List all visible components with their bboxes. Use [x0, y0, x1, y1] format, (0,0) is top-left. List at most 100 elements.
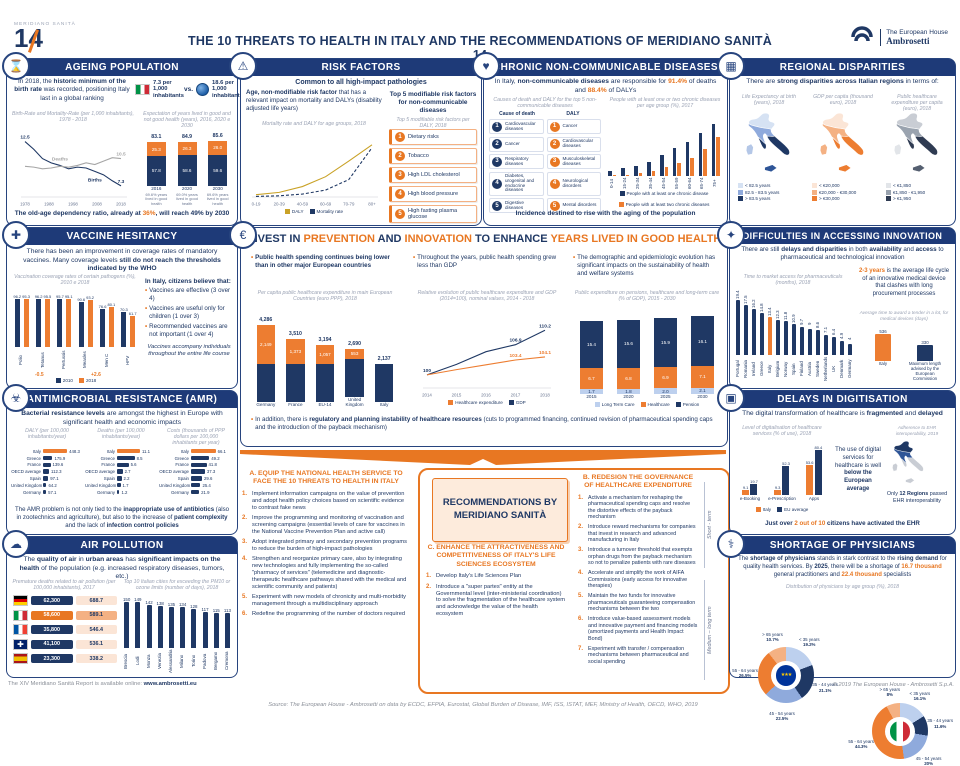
row-label: Spain	[103, 475, 115, 481]
svg-text:2015: 2015	[452, 393, 462, 398]
rank-badge: 3	[549, 156, 560, 167]
text-bold: rising demand	[897, 556, 939, 562]
text: The XIV Meridiano Sanità Report is avail…	[8, 681, 144, 687]
recommendation-c-list: 1. Develop Italy's Life Sciences Plan 2. In…	[426, 573, 566, 618]
es-flag-icon	[13, 653, 28, 664]
bar-label: 2030	[697, 394, 708, 400]
bar-value: 95.7	[56, 294, 64, 300]
report-link[interactable]: www.ambrosetti.eu	[143, 681, 197, 687]
text-bold: urban areas	[85, 556, 124, 563]
copyright: © 2019 The European House - Ambrosetti S…	[832, 682, 954, 688]
legend-item: €20,000 - €30,000	[812, 189, 878, 195]
bar: 150 Brescia	[121, 595, 132, 673]
bar-label: Torino	[190, 654, 196, 668]
gb-flag-icon	[13, 638, 28, 650]
bar-fill	[168, 606, 174, 648]
digit-footer: Just over 2 out of 10 citizens have acti…	[734, 520, 951, 528]
air-cloud-icon: ☁	[2, 530, 30, 558]
table-cell: 1 Cardiovascular diseases	[489, 119, 544, 134]
section-digitisation: DELAYS IN DIGITISATION The digital trans…	[729, 390, 956, 535]
row-track: 21.9	[191, 490, 233, 495]
bar-label: France	[288, 402, 303, 408]
svg-text:103.4: 103.4	[509, 353, 521, 359]
recommendation-item: 3. Introduce a turnover threshold that ex…	[578, 547, 698, 566]
bar-fill	[685, 142, 690, 176]
bar-value: 95.5	[43, 294, 52, 300]
bar-fill	[917, 344, 933, 361]
legend-label: < 82.5 years	[745, 183, 771, 188]
series-col	[625, 173, 630, 176]
row-value: 25.4	[202, 482, 211, 488]
table-row: 4 Diabetes, urogenital and endocrine dise…	[489, 171, 601, 196]
bar-value: 16.2	[750, 299, 756, 308]
legend-item: DALY	[284, 209, 304, 214]
bar-fill	[14, 298, 20, 347]
bar-group: 0-14	[606, 169, 619, 189]
term-short-label: Short - term	[704, 482, 713, 568]
bar-label: 2020	[623, 394, 634, 400]
donut-label: 35 - 44 years 21.1%	[812, 682, 838, 692]
cities-pm10-chart: 150 Brescia 149 Lodi 142 Monza 138 Venezia 135 Al…	[121, 593, 233, 673]
bar-fill	[621, 168, 625, 176]
chart-caption: Top 10 Italian cities for exceeding the …	[123, 579, 231, 592]
series-col	[711, 122, 716, 176]
digital-services-chart: 9.1 19.7 e-Booking 9.3 52.3 e-Prescription 53.…	[734, 439, 830, 505]
bar-segment: 1,373	[286, 338, 305, 364]
text: that has a relevant impact on mortality …	[246, 89, 382, 112]
bar-label: 45-54	[660, 177, 666, 189]
bar: 6.4 UK	[830, 327, 838, 382]
bar-label: Alessandria	[168, 649, 174, 673]
row-value: 97.1	[50, 475, 59, 481]
text: specialists	[881, 571, 912, 578]
bar-fill	[224, 613, 230, 648]
segment-value: 22.5%	[775, 716, 789, 722]
bar-value: 7.1	[822, 326, 828, 333]
bullet-item: • Recommended vaccines are not important …	[145, 323, 233, 339]
bar: 16.2 Ireland	[750, 299, 758, 382]
legend-item: Pension	[675, 402, 699, 407]
series-col: 70.3	[120, 305, 128, 347]
row-bar	[191, 476, 202, 481]
stat-italy: 7.3 per 1,000 inhabitants	[153, 80, 184, 99]
column-header: DALY	[566, 111, 580, 117]
row-value: 1.2	[121, 489, 128, 495]
legend-swatch	[508, 400, 514, 405]
rank-badge: 1	[492, 121, 502, 132]
row-label: Italy	[32, 448, 41, 454]
bar-fill	[677, 162, 681, 176]
bar: 135 Alessandria	[166, 600, 177, 673]
legend-swatch	[777, 507, 783, 512]
bar-fill	[660, 155, 664, 176]
row-bar	[191, 483, 201, 488]
text: is the average life cycle of an innovati…	[862, 268, 950, 297]
svg-text:104.1: 104.1	[539, 350, 551, 356]
text: The	[23, 556, 37, 563]
bars: 19.4 Portugal 17.5 Romania 16.2 Ireland 14.8 Gr…	[734, 286, 854, 382]
text-bold: significant impacts on the health	[19, 556, 221, 572]
hbar-row: Italy 448.3	[11, 449, 83, 454]
stacked-bar: 16.1 7.1 2.1 2030	[684, 313, 721, 400]
text-bold: Incidence	[515, 210, 546, 217]
text: , will reach 49% by 2030	[155, 210, 230, 217]
item-number: 6.	[578, 616, 584, 623]
bar-segment	[256, 363, 275, 403]
bar-fill	[608, 171, 612, 176]
bar-fill	[124, 602, 130, 648]
invest-euro-icon: €	[229, 221, 257, 249]
teh-ambrosetti-logo: The European House Ambrosetti	[849, 24, 948, 50]
item-number: 5.	[578, 593, 584, 600]
bar: 8.6 Sweden	[814, 320, 822, 382]
bar-label: Brescia	[123, 653, 129, 669]
row-bar	[117, 483, 121, 488]
legend-item: Healthcare expenditure	[448, 400, 503, 405]
row-track: 49.2	[191, 456, 233, 461]
text: passed EHR interoperability	[893, 491, 948, 504]
hbar-row: Italy 11.1	[85, 449, 157, 454]
svg-text:2014: 2014	[422, 393, 432, 398]
rank-badge: 4	[492, 178, 502, 189]
text: The demographic and epidemiologic evolut…	[577, 254, 716, 277]
phys-intro: The shortage of physicians stands in sta…	[730, 554, 955, 581]
bar-segment: 59.6	[208, 154, 228, 187]
bar-segment	[286, 363, 305, 403]
donut-label: 45 - 54 years 22.5%	[769, 711, 795, 721]
